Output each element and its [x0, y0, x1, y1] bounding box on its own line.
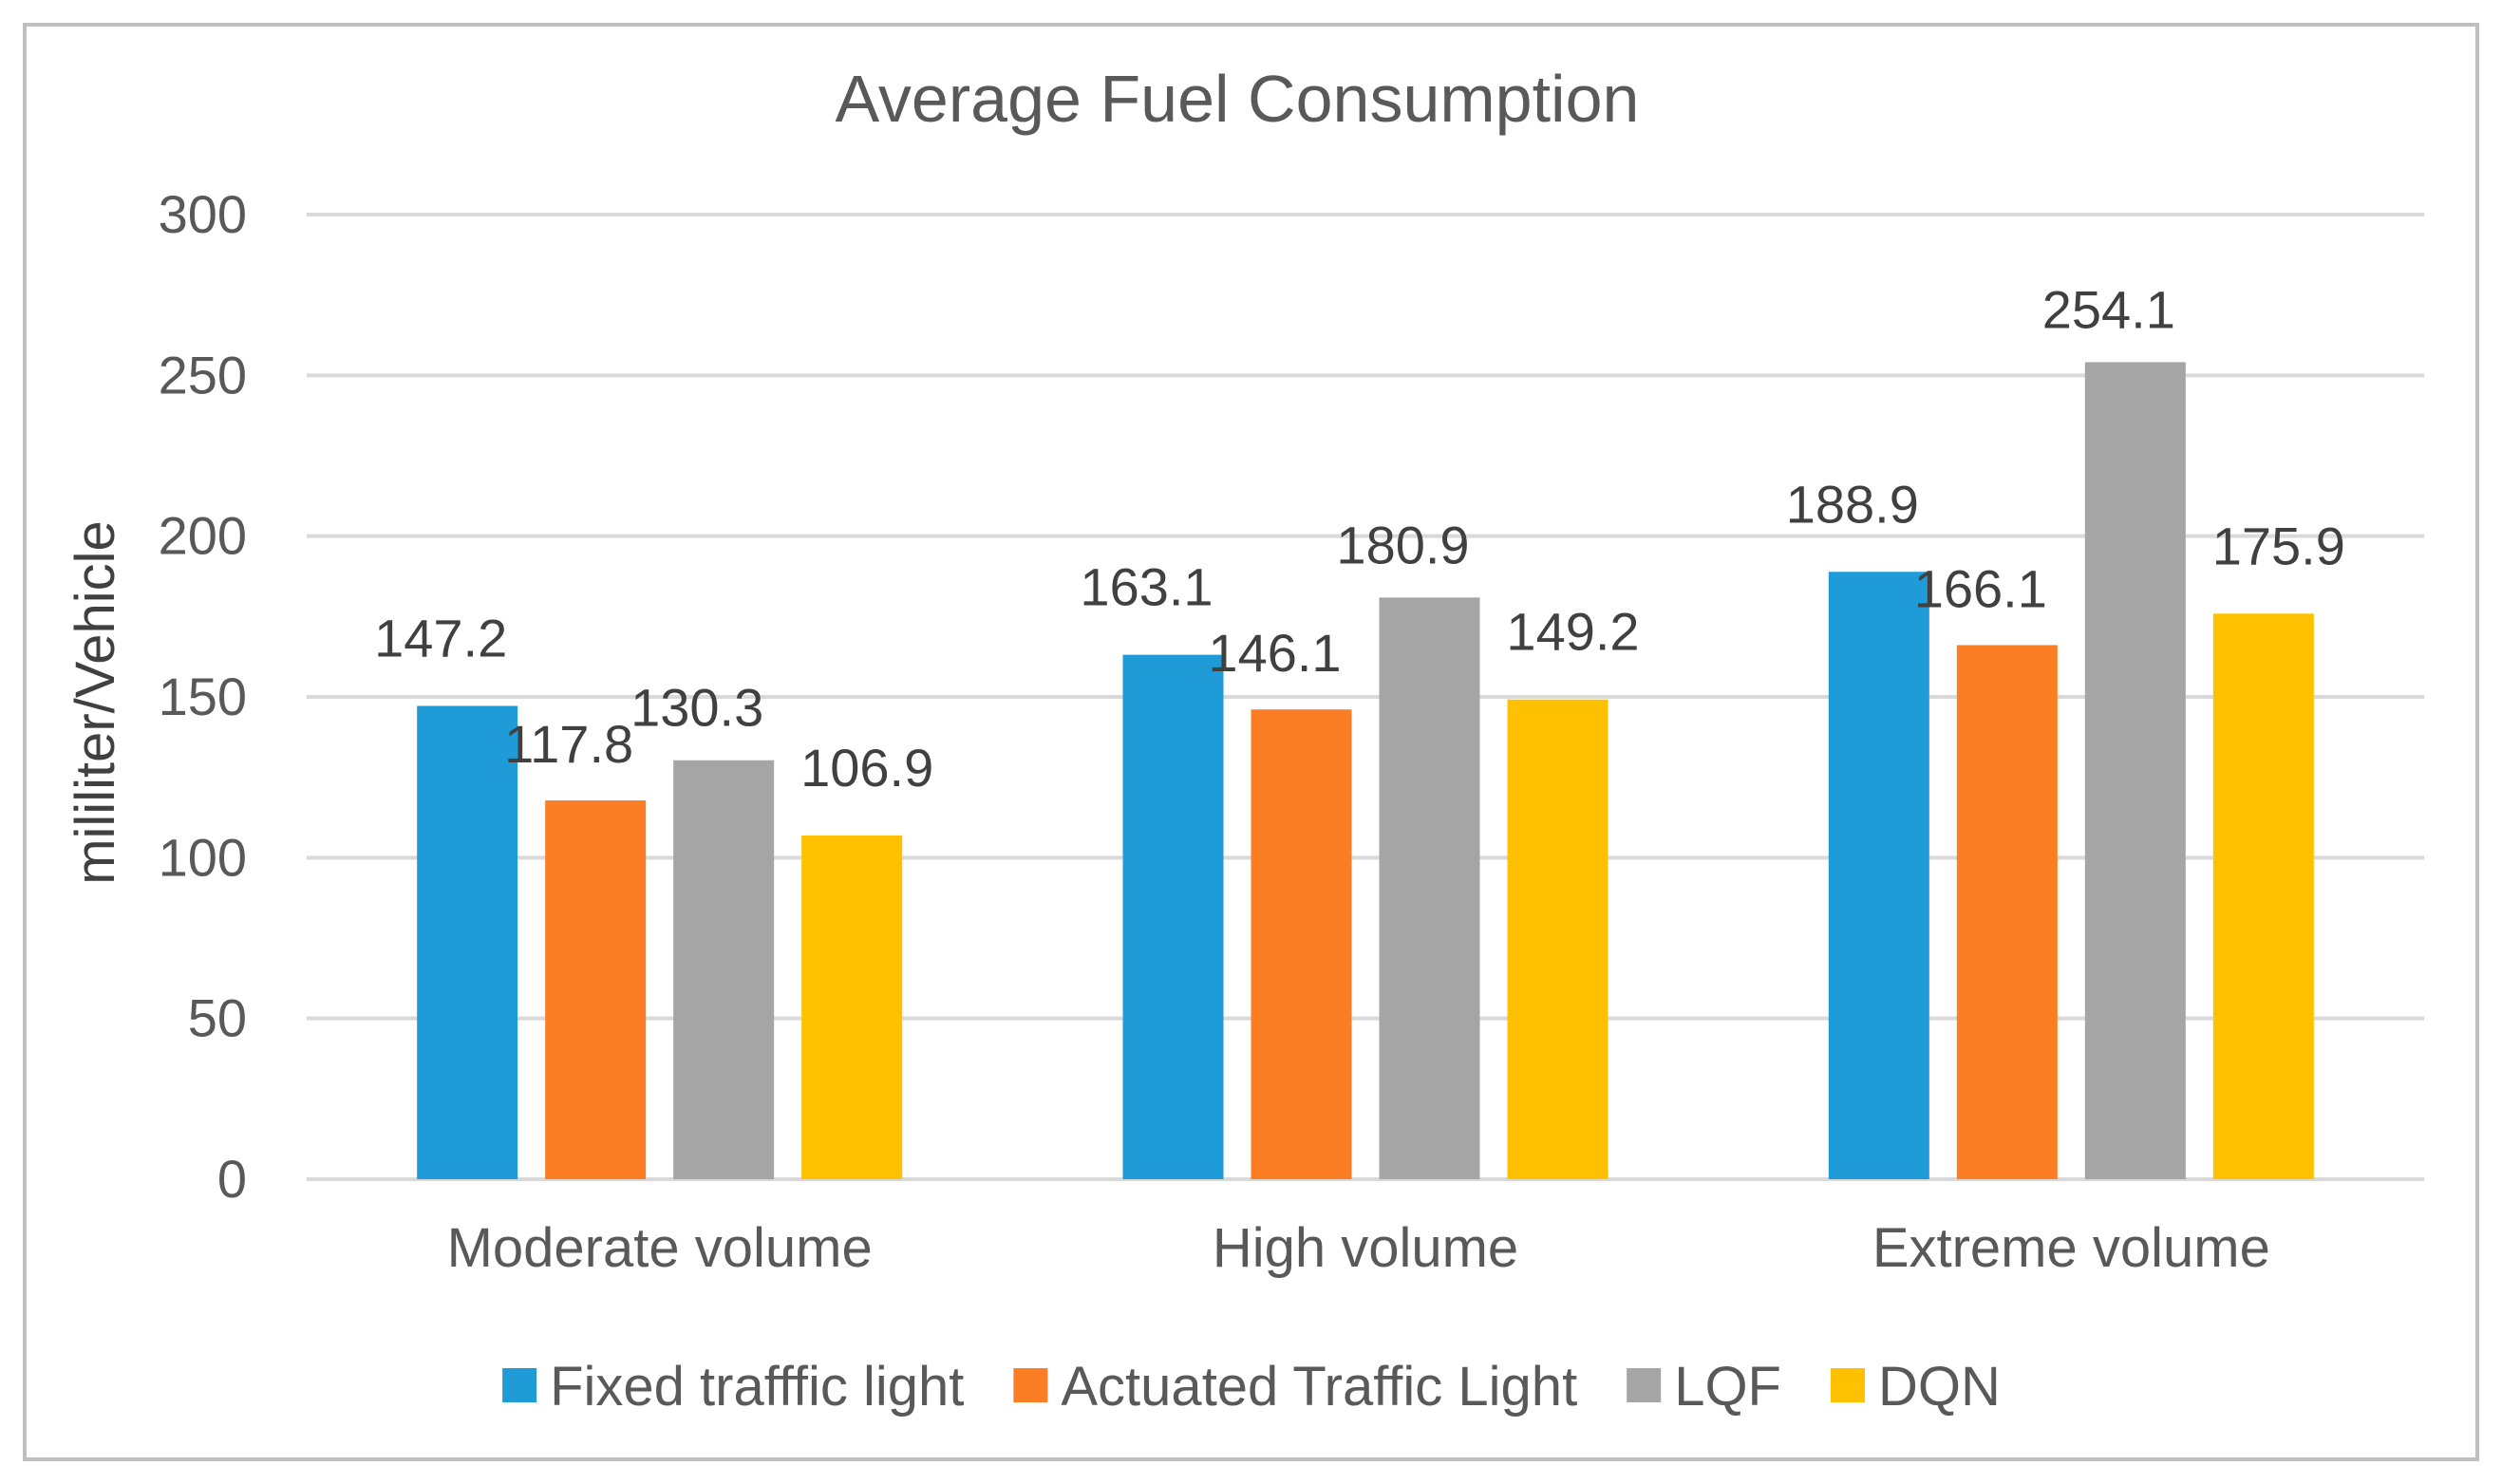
bar-dqn-moderate-volume [801, 835, 903, 1179]
data-label: 188.9 [1786, 474, 1919, 534]
x-category-label: High volume [1213, 1217, 1518, 1279]
chart-frame: Average Fuel Consumption mililiter/Vehic… [23, 23, 2479, 1461]
legend-label: Actuated Traffic Light [1061, 1356, 1577, 1418]
legend-swatch [1627, 1368, 1662, 1402]
x-category-label: Extreme volume [1872, 1217, 2270, 1279]
data-label: 117.8 [504, 714, 633, 774]
bar-lqf-moderate-volume [673, 760, 775, 1179]
data-label: 180.9 [1336, 515, 1469, 574]
bar-actuated-traffic-light-high-volume [1251, 709, 1352, 1179]
data-label: 166.1 [1914, 558, 2047, 618]
bar-lqf-extreme-volume [2084, 362, 2186, 1179]
y-tick-label: 250 [159, 345, 247, 404]
data-label: 163.1 [1080, 557, 1213, 617]
bar-dqn-extreme-volume [2212, 613, 2314, 1179]
x-axis-categories: Moderate volume High volume Extreme volume [447, 1217, 2270, 1279]
legend-swatch [1831, 1368, 1866, 1402]
bar-actuated-traffic-light-moderate-volume [545, 800, 647, 1179]
bar-dqn-high-volume [1507, 699, 1608, 1179]
legend-swatch [1013, 1368, 1048, 1402]
data-label: 147.2 [374, 608, 507, 667]
data-label: 149.2 [1506, 602, 1639, 662]
x-category-label: Moderate volume [447, 1217, 873, 1279]
legend-swatch [502, 1368, 537, 1402]
y-tick-label: 200 [159, 506, 247, 566]
legend-label: LQF [1674, 1356, 1781, 1418]
legend-label: DQN [1878, 1356, 2001, 1418]
y-tick-label: 100 [159, 827, 247, 887]
bar-lqf-high-volume [1379, 597, 1480, 1179]
y-tick-label: 0 [217, 1149, 247, 1209]
legend: Fixed trafffic light Actuated Traffic Lig… [502, 1356, 2001, 1418]
y-axis-ticks: 0 50 100 150 200 250 300 [159, 184, 247, 1209]
legend-label: Fixed trafffic light [550, 1356, 964, 1418]
bar-fixed-trafffic-light-moderate-volume [417, 705, 518, 1179]
bar-fixed-trafffic-light-extreme-volume [1828, 572, 1929, 1179]
data-label: 146.1 [1208, 623, 1341, 683]
chart-title: Average Fuel Consumption [836, 62, 1640, 136]
bar-fixed-trafffic-light-high-volume [1122, 654, 1224, 1179]
data-label: 106.9 [800, 738, 933, 798]
y-tick-label: 150 [159, 667, 247, 726]
data-label: 254.1 [2042, 279, 2175, 339]
data-label: 175.9 [2212, 516, 2345, 575]
y-tick-label: 50 [188, 988, 247, 1048]
gridlines [307, 213, 2424, 1181]
bar-chart: Average Fuel Consumption mililiter/Vehic… [65, 62, 2424, 1418]
data-label: 130.3 [630, 678, 763, 738]
y-axis-label: mililiter/Vehicle [65, 520, 126, 885]
bars [417, 362, 2314, 1179]
y-tick-label: 300 [159, 184, 247, 244]
bar-actuated-traffic-light-extreme-volume [1956, 645, 2058, 1179]
